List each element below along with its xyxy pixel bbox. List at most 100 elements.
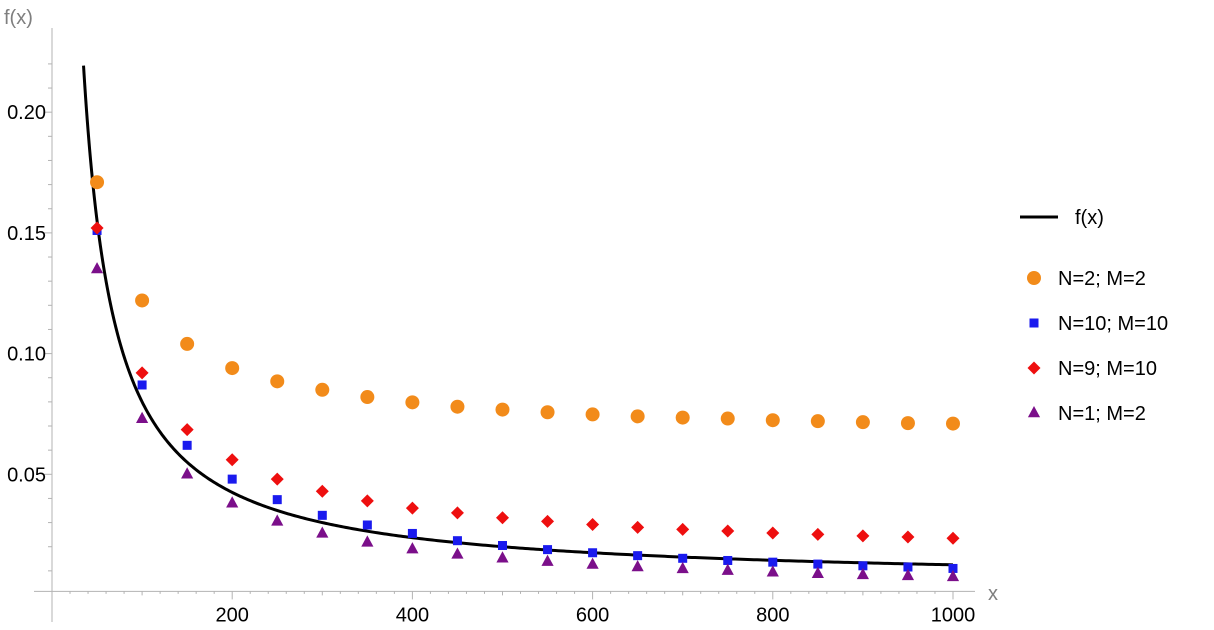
y-tick-label: 0.15 bbox=[7, 223, 46, 245]
series-triangle bbox=[90, 262, 960, 582]
data-point bbox=[407, 528, 417, 538]
data-point bbox=[90, 221, 104, 235]
data-point bbox=[272, 495, 282, 505]
legend-marker-diamond bbox=[1027, 361, 1041, 375]
series-square bbox=[92, 225, 958, 573]
data-point bbox=[765, 413, 780, 428]
data-point bbox=[315, 484, 329, 498]
data-point bbox=[858, 561, 868, 571]
data-point bbox=[586, 557, 599, 569]
data-point bbox=[360, 390, 375, 405]
legend-label: N=2; M=2 bbox=[1058, 268, 1146, 290]
data-point bbox=[316, 526, 329, 538]
legend: f(x) N=2; M=2 N=10; M=10 N=9; M=10 N=1; M=2 bbox=[1020, 207, 1168, 425]
data-point bbox=[405, 395, 420, 410]
legend-label: N=9; M=10 bbox=[1058, 358, 1157, 380]
data-point bbox=[723, 555, 733, 565]
legend-label: f(x) bbox=[1075, 207, 1104, 229]
data-point bbox=[361, 535, 374, 547]
data-point bbox=[678, 553, 688, 563]
data-point bbox=[720, 411, 735, 426]
data-point bbox=[633, 551, 643, 561]
data-point bbox=[135, 293, 150, 308]
data-point bbox=[90, 175, 105, 190]
data-point bbox=[315, 382, 330, 397]
data-point bbox=[452, 536, 462, 546]
data-point bbox=[226, 496, 239, 508]
data-point bbox=[406, 542, 419, 554]
data-point bbox=[136, 411, 149, 423]
data-point bbox=[137, 380, 147, 390]
data-point bbox=[586, 518, 600, 532]
data-point bbox=[948, 563, 958, 573]
data-point bbox=[271, 514, 284, 526]
data-point bbox=[810, 414, 825, 429]
x-tick-label: 1000 bbox=[931, 604, 976, 626]
data-point bbox=[721, 524, 735, 538]
data-point bbox=[585, 407, 600, 422]
legend-marker-triangle bbox=[1027, 406, 1041, 418]
x-tick-label: 800 bbox=[756, 604, 789, 626]
data-point bbox=[811, 566, 824, 578]
x-tick-label: 200 bbox=[216, 604, 249, 626]
x-axis-label: x bbox=[988, 583, 998, 605]
x-tick-label: 600 bbox=[576, 604, 609, 626]
data-point bbox=[946, 531, 960, 545]
data-point bbox=[675, 410, 690, 425]
data-point bbox=[180, 336, 195, 351]
data-point bbox=[543, 545, 553, 555]
data-point bbox=[225, 361, 240, 376]
data-point bbox=[768, 557, 778, 567]
y-axis-label: f(x) bbox=[4, 7, 33, 29]
data-point bbox=[901, 568, 915, 581]
data-point bbox=[630, 409, 645, 424]
data-point bbox=[497, 541, 507, 551]
axes: 200 400 600 800 1000 0.05 0.10 0.15 0.20 x f(x) bbox=[4, 7, 998, 626]
data-point bbox=[360, 494, 374, 508]
data-point bbox=[135, 366, 149, 380]
data-point bbox=[225, 453, 239, 467]
data-point bbox=[856, 529, 870, 543]
data-point bbox=[541, 514, 555, 528]
data-point bbox=[900, 416, 915, 431]
data-point bbox=[227, 474, 237, 484]
data-point bbox=[540, 405, 555, 420]
data-point bbox=[676, 522, 690, 536]
x-tick-label: 400 bbox=[396, 604, 429, 626]
data-point bbox=[588, 548, 598, 558]
y-tick-label: 0.20 bbox=[7, 102, 46, 124]
data-point bbox=[631, 559, 644, 572]
series-diamond bbox=[90, 221, 960, 545]
data-point bbox=[182, 440, 192, 450]
data-point bbox=[317, 510, 327, 520]
y-tick-label: 0.10 bbox=[7, 344, 46, 366]
data-point bbox=[631, 520, 645, 534]
data-point bbox=[813, 559, 823, 569]
data-point bbox=[903, 562, 913, 572]
data-point bbox=[90, 262, 104, 274]
legend-marker-square bbox=[1029, 318, 1039, 328]
data-point bbox=[721, 563, 734, 575]
data-point bbox=[946, 569, 960, 582]
legend-marker-circle bbox=[1027, 271, 1041, 285]
data-point bbox=[855, 415, 870, 430]
data-point bbox=[181, 467, 194, 479]
data-point bbox=[676, 561, 689, 574]
curve-fx bbox=[82, 65, 954, 567]
data-point bbox=[811, 527, 825, 541]
points-layer bbox=[90, 175, 960, 582]
data-point bbox=[901, 530, 915, 544]
data-point bbox=[270, 374, 285, 389]
curve-layer bbox=[82, 65, 954, 567]
data-point bbox=[541, 554, 554, 566]
data-point bbox=[362, 520, 372, 530]
y-tick-label: 0.05 bbox=[7, 464, 46, 486]
data-point bbox=[856, 567, 869, 580]
data-point bbox=[495, 511, 509, 525]
data-point bbox=[766, 565, 779, 577]
data-point bbox=[496, 551, 509, 563]
data-point bbox=[766, 526, 780, 540]
data-point bbox=[495, 402, 510, 417]
legend-label: N=10; M=10 bbox=[1058, 313, 1168, 335]
